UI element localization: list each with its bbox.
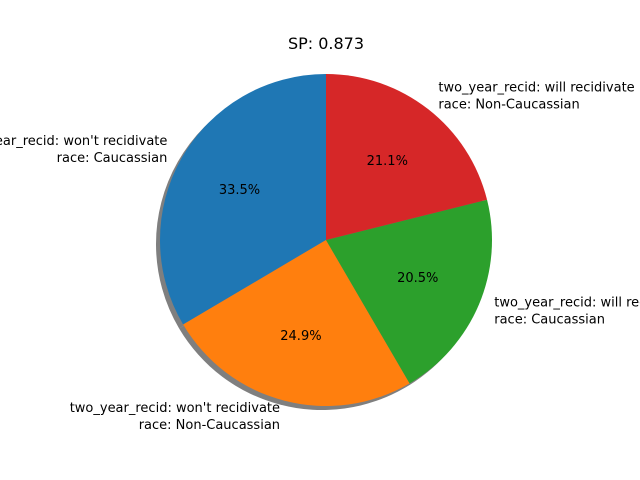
pct-label-two-year-recid-won-t-recidivate-race-caucassian: 33.5% xyxy=(219,183,260,198)
pie-slices xyxy=(160,74,492,406)
slice-two-year-recid-will-recidivate-race-non-caucassian xyxy=(326,74,488,240)
slice-label-line: race: Caucassian xyxy=(57,151,168,166)
slice-label-line: two_year_recid: will recidivate xyxy=(438,81,634,96)
slice-label-line: race: Non-Caucassian xyxy=(438,98,579,113)
slice-label-two-year-recid-won-t-recidivate-race-non-caucassian: two_year_recid: won't recidivate race: No… xyxy=(70,401,280,433)
slice-two-year-recid-won-t-recidivate-race-non-caucassian xyxy=(183,240,410,406)
slice-label-line: race: Non-Caucassian xyxy=(139,418,280,433)
slice-two-year-recid-will-recidivate-race-caucassian xyxy=(326,199,492,384)
pct-label-two-year-recid-will-recidivate-race-caucassian: 20.5% xyxy=(397,271,438,286)
slice-label-line: race: Caucassian xyxy=(494,312,605,327)
slice-label-two-year-recid-will-recidivate-race-non-caucassian: two_year_recid: will recidivate race: Non… xyxy=(438,81,634,113)
slice-label-two-year-recid-will-recidivate-race-caucassian: two_year_recid: will recidivate race: Cau… xyxy=(494,295,640,327)
slice-label-two-year-recid-won-t-recidivate-race-caucassian: two_year_recid: won't recidivate race: Ca… xyxy=(0,134,167,166)
slice-label-line: two_year_recid: won't recidivate xyxy=(70,401,280,416)
slice-two-year-recid-won-t-recidivate-race-caucassian xyxy=(160,74,326,325)
pct-label-two-year-recid-won-t-recidivate-race-non-caucassian: 24.9% xyxy=(280,329,321,344)
pie-labels: 33.5% two_year_recid: won't recidivate rac… xyxy=(0,81,640,434)
chart-title: SP: 0.873 xyxy=(288,34,364,53)
slice-label-line: two_year_recid: will recidivate xyxy=(494,295,640,310)
pct-label-two-year-recid-will-recidivate-race-non-caucassian: 21.1% xyxy=(367,154,408,169)
slice-label-line: two_year_recid: won't recidivate xyxy=(0,134,167,149)
